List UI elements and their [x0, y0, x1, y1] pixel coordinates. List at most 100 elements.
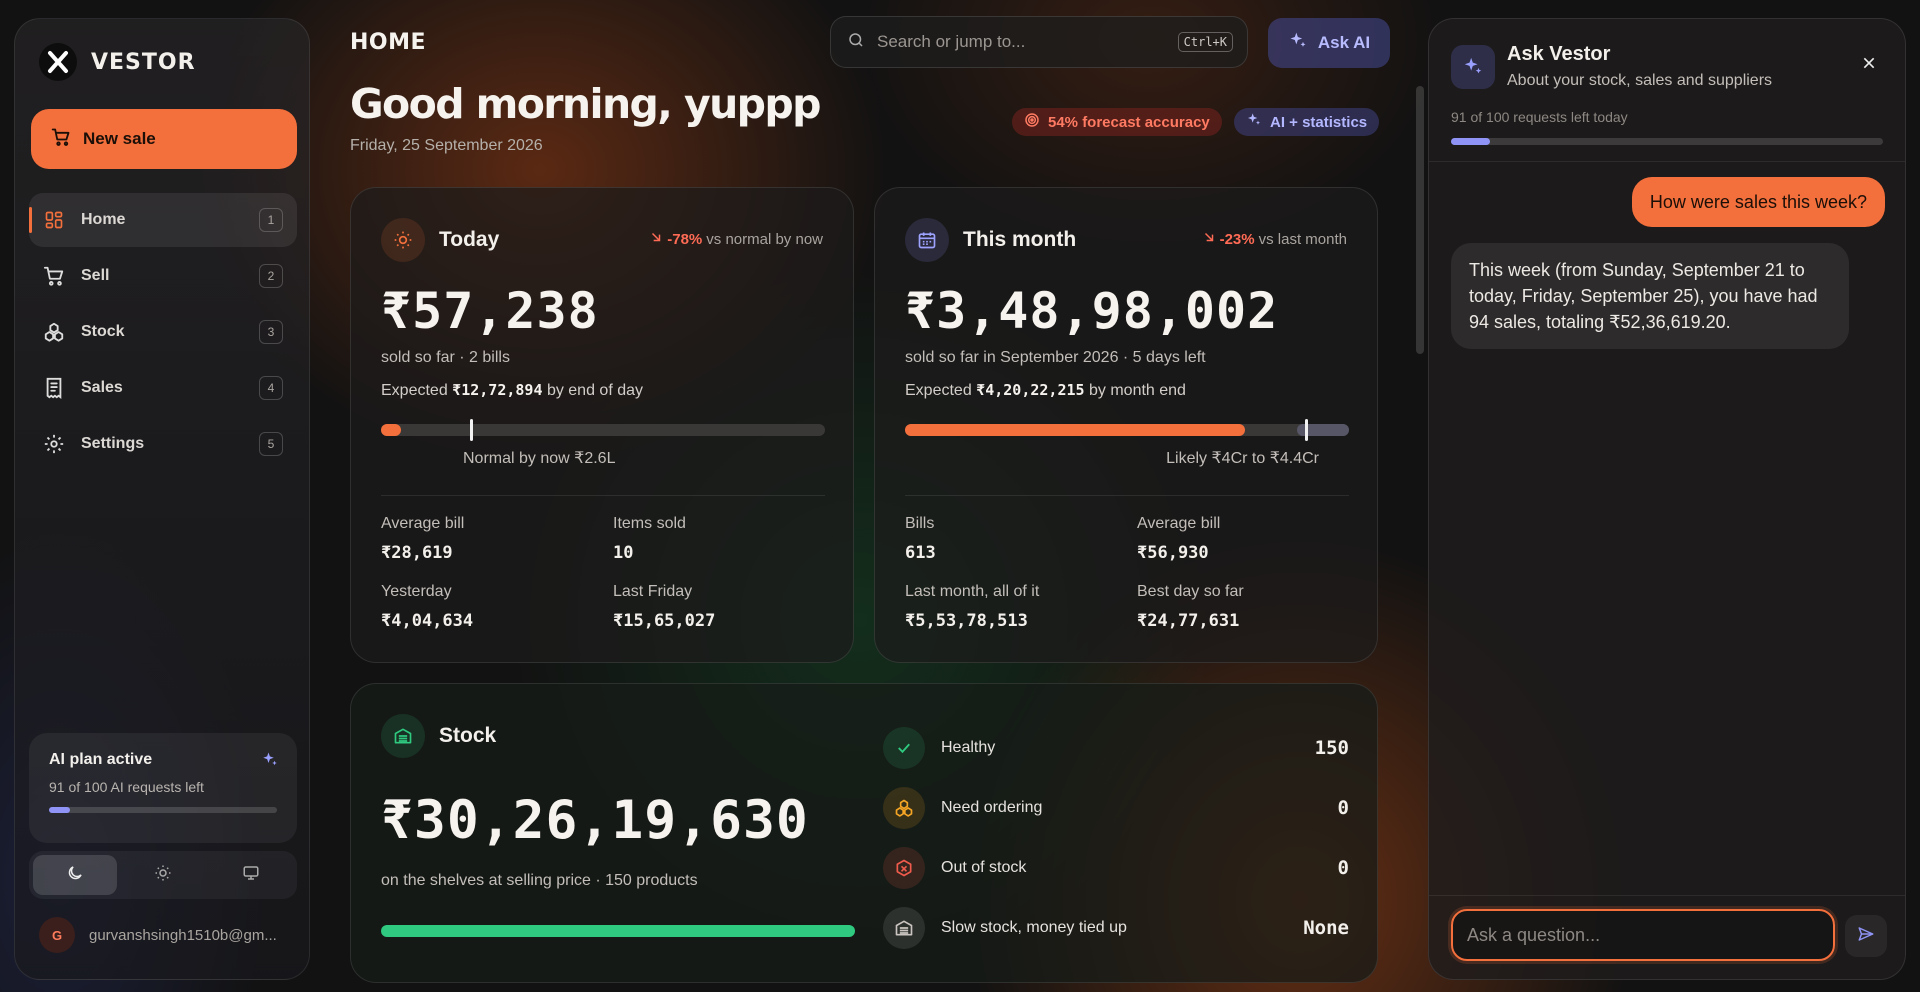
- brand-name: VESTOR: [91, 49, 196, 75]
- brand[interactable]: VESTOR: [39, 43, 196, 81]
- expected-suffix: by end of day: [546, 382, 644, 399]
- sun-icon: [154, 864, 172, 887]
- stat-label: Last month, all of it: [905, 583, 1040, 600]
- sidebar-item-sales[interactable]: Sales 4: [29, 361, 297, 415]
- stat-last-friday: Last Friday ₹15,65,027: [613, 583, 715, 631]
- theme-switcher: [29, 851, 297, 899]
- gear-icon: [43, 433, 65, 455]
- ai-plan-card[interactable]: AI plan active 91 of 100 AI requests lef…: [29, 733, 297, 843]
- month-trend-text: vs last month: [1258, 230, 1347, 248]
- user-message: How were sales this week?: [1631, 177, 1885, 227]
- sidebar-item-sell[interactable]: Sell 2: [29, 249, 297, 303]
- stat-value: ₹4,04,634: [381, 611, 474, 631]
- page-title: HOME: [350, 30, 427, 55]
- today-expected: Expected ₹12,72,894 by end of day: [381, 381, 643, 400]
- ask-ai-button[interactable]: Ask AI: [1268, 18, 1390, 68]
- stock-row-value: 0: [1337, 797, 1349, 819]
- stock-row-healthy[interactable]: Healthy 150: [883, 718, 1349, 778]
- stock-row-label: Slow stock, money tied up: [941, 919, 1127, 936]
- today-subtitle: sold so far · 2 bills: [381, 349, 510, 366]
- expected-prefix: Expected: [905, 382, 972, 399]
- chat-input-wrapper[interactable]: [1451, 909, 1835, 961]
- forecast-method-text: AI + statistics: [1270, 113, 1368, 131]
- theme-light-button[interactable]: [121, 855, 205, 895]
- stat-label: Average bill: [1137, 515, 1221, 532]
- today-trend-value: -78%: [667, 230, 703, 248]
- stock-card[interactable]: Stock ₹30,26,19,630 on the shelves at se…: [350, 683, 1378, 983]
- shortcut-badge: 3: [259, 320, 283, 344]
- stat-label: Items sold: [613, 515, 686, 532]
- stat-value: ₹5,53,78,513: [905, 611, 1028, 631]
- sidebar: VESTOR New sale Home 1 Sell 2 Stock: [14, 18, 310, 980]
- today-card[interactable]: Today -78% vs normal by now ₹57,238 sold…: [350, 187, 854, 663]
- warehouse-icon: [381, 714, 425, 758]
- send-button[interactable]: [1845, 915, 1887, 957]
- stat-label: Yesterday: [381, 583, 452, 600]
- stat-value: 613: [905, 543, 936, 563]
- main-scrollbar[interactable]: [1416, 86, 1424, 354]
- chat-subtitle: About your stock, sales and suppliers: [1507, 72, 1773, 89]
- theme-system-button[interactable]: [209, 855, 293, 895]
- stat-value: ₹56,930: [1137, 543, 1209, 563]
- divider: [1429, 161, 1905, 162]
- box-x-icon: [883, 847, 925, 889]
- month-title: This month: [963, 228, 1077, 251]
- month-progress-track: [905, 419, 1349, 441]
- sidebar-item-home[interactable]: Home 1: [29, 193, 297, 247]
- sidebar-item-stock[interactable]: Stock 3: [29, 305, 297, 359]
- new-sale-button[interactable]: New sale: [31, 109, 297, 169]
- month-trend: -23% vs last month: [1202, 230, 1347, 248]
- stock-health-bar: [381, 925, 855, 937]
- expected-value: ₹12,72,894: [452, 381, 543, 399]
- month-trend-value: -23%: [1219, 230, 1255, 248]
- divider: [1429, 895, 1905, 896]
- today-card-header: Today: [381, 218, 499, 262]
- month-progress-fill: [905, 424, 1245, 436]
- stock-card-header: Stock: [381, 714, 496, 758]
- assistant-message: This week (from Sunday, September 21 to …: [1451, 243, 1849, 349]
- stock-row-value: None: [1303, 917, 1349, 939]
- stock-row-need-ordering[interactable]: Need ordering 0: [883, 778, 1349, 838]
- today-trend-text: vs normal by now: [706, 230, 823, 248]
- stat-label: Best day so far: [1137, 583, 1244, 600]
- forecast-accuracy-badge: 54% forecast accuracy: [1012, 108, 1222, 136]
- user-menu[interactable]: G gurvanshsingh1510b@gm...: [39, 917, 287, 953]
- cart-icon: [43, 265, 65, 287]
- stat-average-bill: Average bill ₹28,619: [381, 515, 464, 563]
- sidebar-item-settings[interactable]: Settings 5: [29, 417, 297, 471]
- chat-title: Ask Vestor: [1507, 43, 1611, 65]
- sparkle-icon: [1451, 45, 1495, 89]
- cart-icon: [51, 127, 71, 152]
- today-amount: ₹57,238: [381, 282, 599, 340]
- vestor-logo-icon: [39, 43, 77, 81]
- stock-row-value: 0: [1337, 857, 1349, 879]
- stock-subtitle: on the shelves at selling price · 150 pr…: [381, 872, 698, 889]
- stock-row-slow-stock[interactable]: Slow stock, money tied up None: [883, 898, 1349, 958]
- stock-row-value: 150: [1314, 737, 1349, 759]
- stock-status-list: Healthy 150 Need ordering 0 Out of stock…: [883, 718, 1349, 958]
- chat-quota-text: 91 of 100 requests left today: [1451, 109, 1628, 125]
- expected-value: ₹4,20,22,215: [976, 381, 1085, 399]
- close-chat-button[interactable]: [1857, 53, 1881, 77]
- stat-yesterday: Yesterday ₹4,04,634: [381, 583, 473, 631]
- stock-title: Stock: [439, 724, 497, 747]
- search-input[interactable]: [877, 32, 1166, 52]
- month-card[interactable]: This month -23% vs last month ₹3,48,98,0…: [874, 187, 1378, 663]
- current-date: Friday, 25 September 2026: [350, 137, 543, 154]
- today-title: Today: [439, 228, 500, 251]
- sparkle-icon: [261, 751, 279, 774]
- chat-input[interactable]: [1467, 924, 1819, 946]
- check-icon: [883, 727, 925, 769]
- stock-row-label: Need ordering: [941, 799, 1043, 816]
- ai-plan-progress-bar: [49, 807, 277, 813]
- month-marker-label: Likely ₹4Cr to ₹4.4Cr: [1166, 450, 1319, 467]
- shortcut-badge: 5: [259, 432, 283, 456]
- search-bar[interactable]: Ctrl+K: [830, 16, 1248, 68]
- sidebar-nav: Home 1 Sell 2 Stock 3 Sales 4: [29, 193, 297, 473]
- stock-value: ₹30,26,19,630: [381, 790, 809, 851]
- month-amount: ₹3,48,98,002: [905, 282, 1279, 340]
- stock-row-out-of-stock[interactable]: Out of stock 0: [883, 838, 1349, 898]
- theme-dark-button[interactable]: [33, 855, 117, 895]
- stat-last-month: Last month, all of it ₹5,53,78,513: [905, 583, 1039, 631]
- forecast-accuracy-text: 54% forecast accuracy: [1048, 113, 1210, 131]
